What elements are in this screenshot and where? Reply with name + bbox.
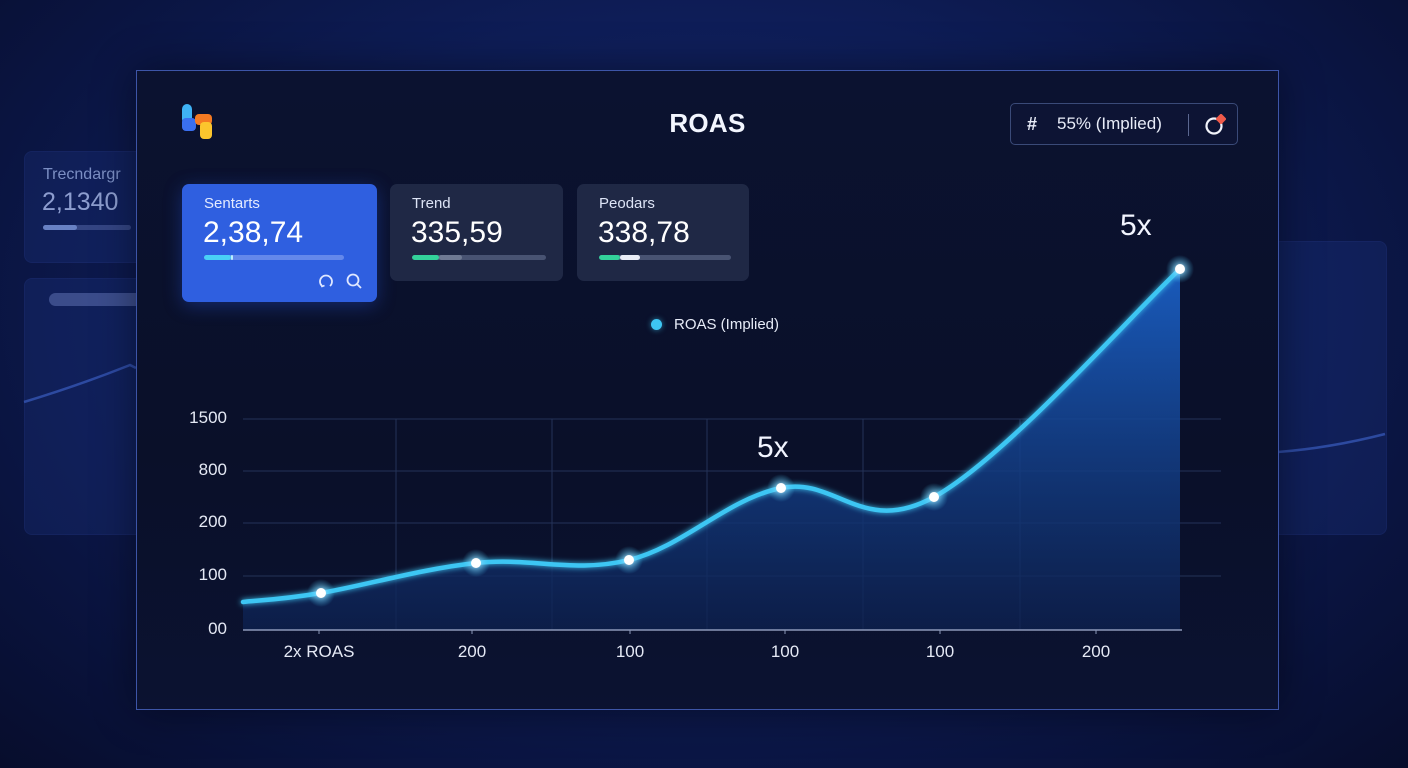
stat-value: 335,59 <box>411 216 503 249</box>
data-point[interactable] <box>471 558 481 568</box>
background-chart-panel-right <box>1272 241 1387 535</box>
progress-segment <box>620 255 640 260</box>
chart-legend[interactable]: ROAS (Implied) <box>651 316 779 333</box>
y-axis-label: 200 <box>198 512 227 531</box>
progress-segment <box>599 255 621 260</box>
app-logo-icon <box>182 104 212 139</box>
progress-segment <box>412 255 439 260</box>
stat-progress <box>412 255 546 260</box>
stat-card-sentarts[interactable]: Sentarts 2,38,74 <box>182 184 377 302</box>
x-axis-label: 100 <box>925 642 955 661</box>
chart-data-points <box>307 255 1194 607</box>
data-point[interactable] <box>1175 264 1185 274</box>
progress-segment <box>204 255 231 260</box>
background-card-value: 2,1340 <box>42 188 119 216</box>
chart-line <box>240 266 1183 605</box>
roas-area-chart <box>240 255 1221 634</box>
stat-value: 338,78 <box>598 216 690 249</box>
stat-label: Sentarts <box>204 195 260 212</box>
roas-dashboard-card: ROAS # 55% (Implied) Sentarts 2,38,74 Tr… <box>136 70 1279 710</box>
search-icon[interactable] <box>345 272 363 290</box>
stat-card-trend[interactable]: Trend 335,59 <box>390 184 563 281</box>
data-point[interactable] <box>776 483 786 493</box>
data-point[interactable] <box>929 492 939 502</box>
y-axis-label: 00 <box>208 619 227 638</box>
stat-progress <box>204 255 344 260</box>
data-point[interactable] <box>624 555 634 565</box>
x-axis-ticks <box>318 630 1097 634</box>
stat-progress <box>599 255 731 260</box>
point-annotation: 5x <box>1120 209 1152 242</box>
y-axis-label: 800 <box>198 460 227 479</box>
stat-card-peodars[interactable]: Peodars 338,78 <box>577 184 749 281</box>
badge-text: 55% (Implied) <box>1057 114 1162 133</box>
stat-value: 2,38,74 <box>203 216 304 249</box>
badge-divider <box>1188 114 1189 136</box>
x-axis-label: 200 <box>1081 642 1111 661</box>
background-card-label: Trecndargr <box>43 166 121 183</box>
stat-label: Peodars <box>599 195 655 212</box>
page-title: ROAS <box>669 108 746 138</box>
hash-icon: # <box>1027 113 1038 134</box>
data-point[interactable] <box>316 588 326 598</box>
point-annotation: 5x <box>757 431 789 464</box>
legend-dot-icon <box>651 319 662 330</box>
progress-segment <box>230 255 234 260</box>
x-axis-label: 2x ROAS <box>283 642 355 661</box>
y-axis-label: 100 <box>198 565 227 584</box>
x-axis-label: 200 <box>457 642 487 661</box>
implied-percentage-badge[interactable]: # 55% (Implied) <box>1010 103 1238 145</box>
progress-segment <box>438 255 462 260</box>
record-ring-icon[interactable] <box>1204 114 1226 136</box>
background-card-progress <box>43 225 131 230</box>
legend-label: ROAS (Implied) <box>674 316 780 333</box>
stat-label: Trend <box>412 195 451 212</box>
y-axis-label: 1500 <box>189 408 227 427</box>
x-axis-label: 100 <box>770 642 800 661</box>
refresh-icon[interactable] <box>317 272 335 290</box>
x-axis-label: 100 <box>615 642 645 661</box>
chart-area-fill <box>243 269 1180 630</box>
